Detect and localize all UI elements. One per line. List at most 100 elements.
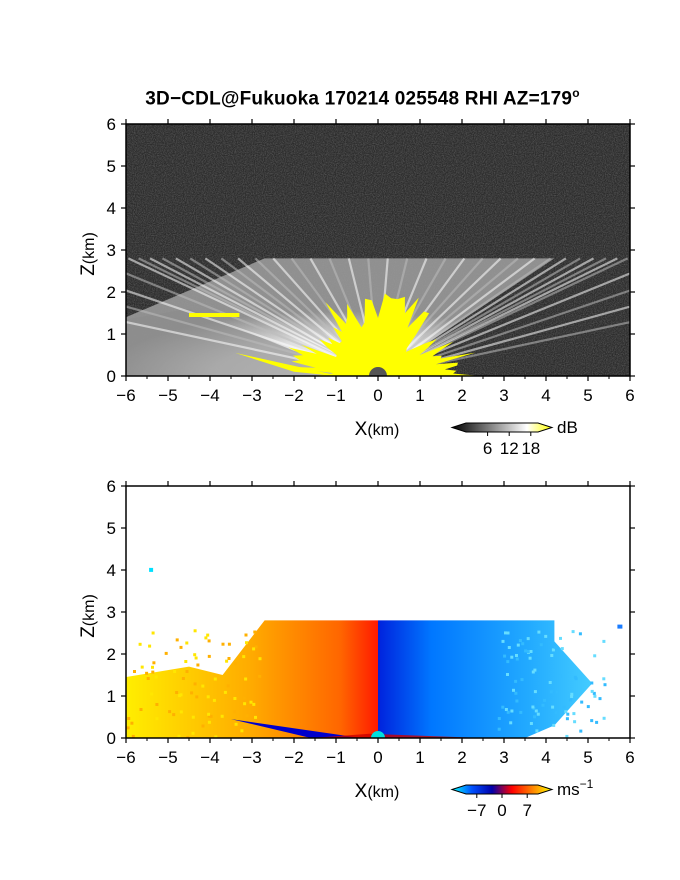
velocity-speckle (133, 670, 136, 673)
velocity-speckle (258, 657, 262, 661)
velocity-speckle (501, 639, 505, 643)
x-tick-label: 5 (583, 386, 592, 405)
velocity-speckle (154, 675, 158, 679)
velocity-speckle (126, 726, 130, 730)
y-tick-label: 3 (107, 603, 116, 622)
velocity-speckle (570, 695, 574, 698)
velocity-speckle (201, 684, 205, 688)
velocity-speckle (245, 714, 249, 718)
velocity-speckle (207, 639, 211, 643)
x-tick-label: −4 (200, 386, 219, 405)
velocity-speckle (506, 673, 509, 676)
y-axis-label: Z(km) (78, 232, 99, 276)
x-tick-label: −6 (116, 386, 135, 405)
velocity-speckle (234, 662, 238, 666)
velocity-speckle (196, 663, 200, 667)
velocity-speckle (559, 674, 563, 678)
velocity-speckle (578, 632, 582, 636)
velocity-speckle (526, 650, 530, 653)
velocity-speckle (602, 639, 606, 643)
velocity-speckle (520, 678, 524, 682)
velocity-speckle (226, 684, 230, 688)
velocity-speckle (201, 724, 205, 728)
y-tick-label: 6 (107, 115, 116, 134)
velocity-speckle (223, 690, 227, 694)
velocity-speckle (503, 654, 507, 658)
velocity-speckle (175, 691, 179, 694)
velocity-speckle (553, 645, 557, 649)
velocity-speckle (258, 674, 262, 678)
velocity-speckle (602, 716, 606, 720)
velocity-speckle (533, 668, 537, 672)
velocity-speckle (168, 710, 172, 714)
velocity-speckle (519, 710, 523, 714)
y-tick-label: 3 (107, 241, 116, 260)
velocity-speckle (548, 681, 552, 684)
velocity-speckle (225, 659, 229, 663)
velocity-speckle (233, 697, 237, 700)
velocity-speckle (195, 695, 199, 699)
velocity-speckle (181, 677, 185, 680)
velocity-speckle (497, 717, 501, 720)
surface-stripe (231, 719, 362, 738)
velocity-speckle (565, 717, 569, 721)
velocity-speckle (528, 656, 532, 660)
velocity-speckle (193, 653, 197, 657)
velocity-speckle (185, 670, 189, 673)
velocity-speckle (554, 711, 558, 715)
velocity-speckle (152, 661, 156, 665)
velocity-speckle (560, 647, 564, 651)
velocity-speckle (603, 683, 607, 687)
y-tick-label: 2 (107, 645, 116, 664)
velocity-speckle (552, 723, 556, 727)
velocity-speckle (254, 715, 257, 719)
velocity-speckle (139, 697, 142, 701)
velocity-speckle (579, 729, 583, 733)
velocity-speckle (569, 698, 573, 702)
velocity-speckle (572, 712, 576, 716)
velocity-speckle (592, 691, 596, 695)
velocity-speckle (617, 624, 623, 629)
x-tick-label: 0 (373, 748, 382, 767)
saturated-patch (189, 313, 240, 317)
velocity-speckle (593, 654, 597, 658)
velocity-speckle (580, 700, 584, 704)
velocity-speckle (193, 682, 197, 686)
velocity-speckle (191, 731, 195, 735)
velocity-speckle (179, 645, 183, 649)
velocity-speckle (242, 696, 246, 700)
colorbar-tick-label: 12 (500, 439, 519, 458)
radar-site (369, 367, 387, 376)
colorbar-bar (450, 784, 554, 795)
velocity-speckle (551, 648, 555, 652)
velocity-speckle (243, 702, 247, 706)
velocity-speckle (185, 641, 189, 645)
x-axis-label: X(km) (355, 419, 400, 440)
velocity-speckle (512, 688, 515, 692)
velocity-speckle (506, 660, 510, 664)
velocity-speckle (164, 651, 168, 655)
velocity-speckle (155, 717, 159, 721)
velocity-speckle (212, 698, 216, 702)
saturated-strip (235, 352, 336, 376)
velocity-speckle (515, 654, 518, 657)
x-tick-label: 5 (583, 748, 592, 767)
velocity-speckle (510, 709, 514, 713)
velocity-speckle (191, 715, 195, 719)
velocity-speckle (207, 654, 211, 658)
velocity-speckle (565, 734, 569, 738)
velocity-speckle (151, 665, 154, 669)
x-tick-label: 1 (415, 386, 424, 405)
x-tick-label: 4 (541, 386, 550, 405)
velocity-speckle (541, 703, 545, 707)
velocity-speckle (220, 714, 224, 718)
velocity-speckle (140, 665, 144, 669)
velocity-speckle (590, 719, 594, 723)
colorbar-unit: ms−1 (557, 777, 594, 799)
velocity-speckle (233, 710, 237, 714)
velocity-speckle (518, 639, 522, 642)
x-tick-label: 2 (457, 748, 466, 767)
velocity-speckle (179, 693, 183, 697)
y-tick-label: 4 (107, 199, 116, 218)
